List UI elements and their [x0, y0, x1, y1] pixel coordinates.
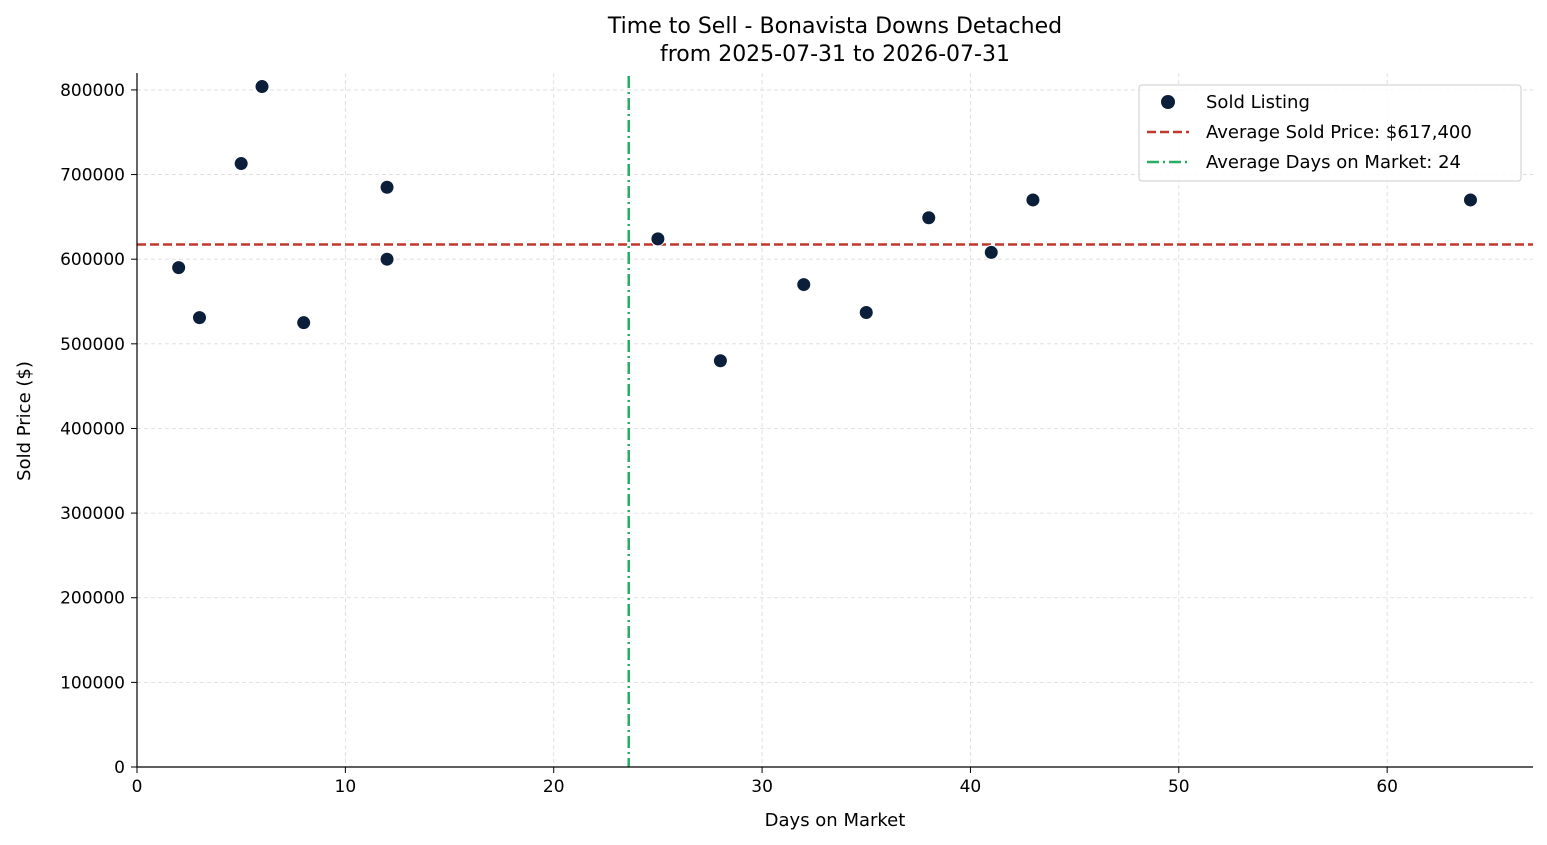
tick-labels: 0 10 20 30 40 50 60 0 100000 200000 300000 400000 50… [60, 81, 1398, 797]
x-tick-label: 0 [132, 777, 143, 797]
data-point [1462, 192, 1478, 208]
data-point [171, 260, 187, 276]
x-axis-label: Days on Market [765, 810, 906, 831]
legend-label-sold-listing: Sold Listing [1206, 92, 1310, 113]
y-tick-label: 300000 [60, 504, 125, 524]
axes [131, 73, 1533, 773]
legend-box [1138, 84, 1522, 182]
y-tick-label: 700000 [60, 166, 125, 186]
legend: Sold Listing Average Sold Price: $617,40… [1138, 84, 1522, 182]
data-point [858, 305, 874, 321]
reference-lines [137, 76, 1533, 767]
x-tick-label: 10 [335, 777, 357, 797]
y-axis-label: Sold Price ($) [14, 361, 35, 481]
data-point [233, 156, 249, 172]
data-points [171, 79, 1478, 369]
data-point [379, 179, 395, 195]
data-point [296, 315, 312, 331]
legend-label-avg-price: Average Sold Price: $617,400 [1206, 122, 1472, 143]
data-point [921, 210, 937, 226]
data-point [379, 251, 395, 267]
y-tick-label: 500000 [60, 335, 125, 355]
data-point [796, 277, 812, 293]
y-tick-label: 800000 [60, 81, 125, 101]
legend-label-avg-days: Average Days on Market: 24 [1206, 152, 1461, 173]
x-tick-label: 60 [1376, 777, 1398, 797]
data-point [983, 244, 999, 260]
y-tick-label: 200000 [60, 589, 125, 609]
chart-subtitle: from 2025-07-31 to 2026-07-31 [660, 42, 1010, 67]
y-tick-label: 400000 [60, 419, 125, 439]
data-point [192, 310, 208, 326]
data-point [650, 231, 666, 247]
chart-title: Time to Sell - Bonavista Downs Detached [607, 14, 1062, 39]
y-tick-label: 100000 [60, 673, 125, 693]
x-tick-label: 50 [1168, 777, 1190, 797]
data-point [1025, 192, 1041, 208]
y-tick-label: 600000 [60, 250, 125, 270]
x-tick-label: 40 [960, 777, 982, 797]
x-tick-label: 20 [543, 777, 565, 797]
legend-marker-sold-listing [1161, 95, 1175, 109]
y-tick-label: 0 [114, 758, 125, 778]
x-tick-label: 30 [751, 777, 773, 797]
data-point [712, 353, 728, 369]
data-point [254, 79, 270, 95]
